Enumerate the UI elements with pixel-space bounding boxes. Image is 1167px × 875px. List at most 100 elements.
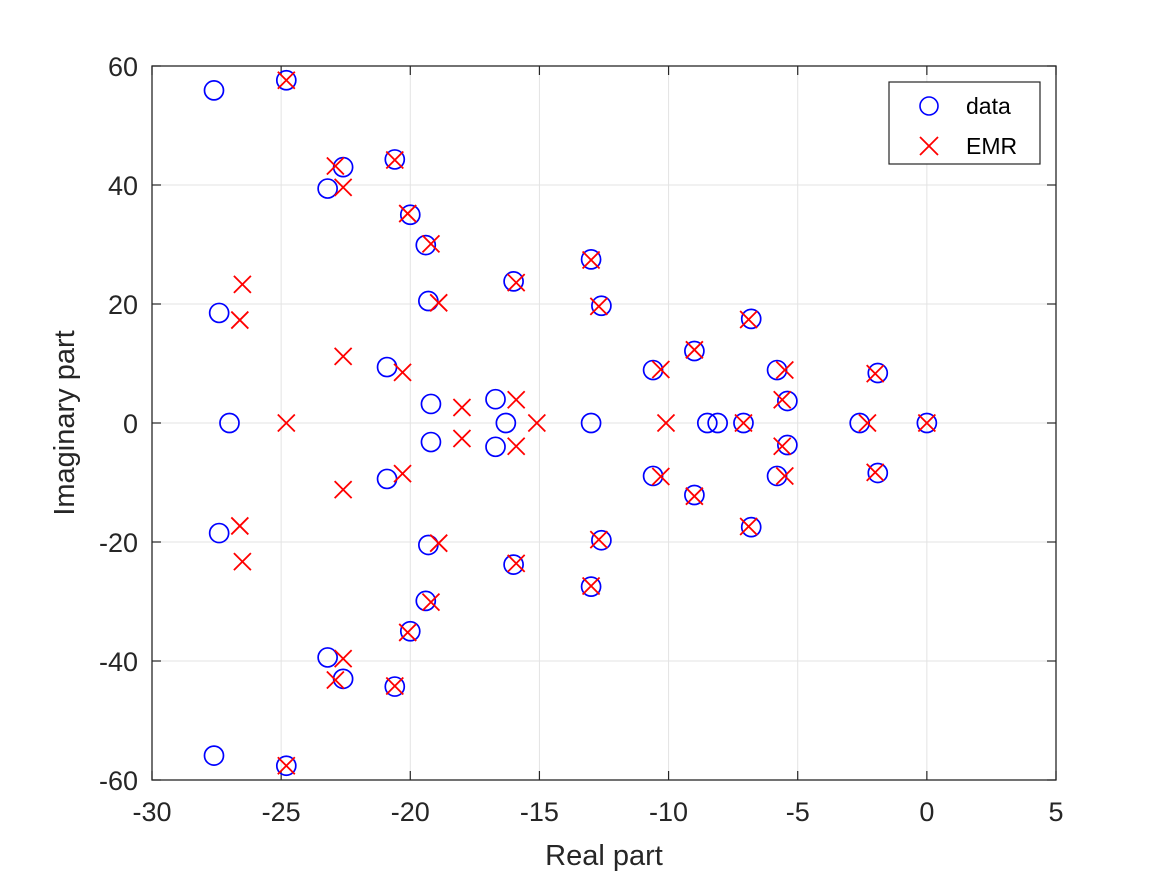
emr-point-cross (773, 390, 792, 409)
emr-point-cross (277, 413, 296, 433)
cross-stroke (507, 273, 526, 292)
emr-point-cross (734, 413, 753, 433)
data-point-circle (503, 271, 524, 292)
y-tick-label: -40 (99, 647, 138, 677)
cross-stroke (507, 554, 526, 573)
x-tick-label: 5 (1048, 797, 1063, 827)
emr-point-cross (917, 413, 936, 433)
data-point-circle (777, 390, 798, 412)
grid-lines (152, 66, 1056, 780)
emr-point-cross (421, 234, 441, 254)
cross-stroke (581, 250, 601, 270)
emr-point-cross (326, 156, 345, 176)
x-tick-label: -30 (132, 797, 171, 827)
cross-stroke (233, 275, 252, 294)
emr-point-cross (452, 398, 472, 417)
emr-point-cross (429, 293, 448, 312)
data-point-circle (733, 412, 754, 434)
emr-point-cross (739, 310, 758, 329)
cross-stroke (734, 413, 753, 433)
emr-point-cross (507, 390, 526, 409)
data-markers (203, 69, 938, 777)
cross-stroke (858, 413, 877, 433)
data-point-circle (384, 149, 406, 170)
data-point-circle (415, 234, 437, 256)
emr-point-cross (398, 204, 417, 223)
emr-point-cross (333, 178, 353, 197)
emr-point-cross (581, 250, 601, 270)
emr-point-cross (507, 437, 526, 456)
series-data (203, 69, 938, 777)
data-point-circle (219, 412, 240, 434)
emr-point-cross (656, 413, 676, 433)
cross-stroke (739, 517, 758, 536)
emr-point-cross (393, 363, 412, 382)
cross-stroke (656, 413, 676, 433)
cross-stroke (398, 204, 417, 223)
emr-point-cross (452, 429, 472, 448)
legend-box (888, 81, 1041, 165)
data-point-circle (740, 308, 762, 330)
cross-stroke (277, 71, 296, 90)
cross-stroke (739, 310, 758, 329)
x-tick-label: -25 (262, 797, 301, 827)
cross-stroke (651, 360, 670, 379)
data-point-circle (591, 529, 612, 551)
emr-point-cross (277, 756, 296, 775)
cross-stroke (333, 178, 353, 197)
emr-point-cross (773, 437, 792, 456)
data-point-circle (495, 412, 517, 434)
emr-point-cross (507, 273, 526, 292)
emr-point-cross (233, 552, 252, 571)
data-point-circle (203, 80, 225, 101)
cross-stroke (685, 487, 704, 506)
cross-stroke (452, 398, 472, 417)
data-point-circle (208, 522, 230, 544)
series-emr (230, 71, 936, 775)
cross-stroke (393, 363, 412, 382)
data-point-circle (740, 516, 762, 538)
cross-stroke (429, 293, 448, 312)
x-tick-label: -10 (649, 797, 688, 827)
cross-stroke (421, 234, 441, 254)
emr-point-cross (230, 310, 249, 330)
data-point-circle (317, 178, 338, 199)
data-point-circle (867, 362, 889, 384)
data-point-circle (916, 412, 938, 434)
cross-stroke (866, 364, 885, 383)
emr-point-cross (385, 676, 404, 696)
y-axis-label: Imaginary part (49, 330, 81, 515)
y-tick-label: 0 (123, 409, 138, 439)
x-tick-label: 0 (919, 797, 934, 827)
emr-point-cross (333, 649, 353, 668)
cross-stroke (326, 156, 345, 176)
emr-point-cross (398, 623, 417, 642)
cross-stroke (773, 390, 792, 409)
emr-point-cross (421, 592, 441, 612)
cross-stroke (581, 576, 601, 596)
emr-point-cross (651, 360, 670, 379)
data-point-circle (591, 295, 612, 317)
x-tick-label: -20 (391, 797, 430, 827)
data-point-circle (420, 393, 442, 415)
cross-stroke (277, 413, 296, 433)
data-point-circle (684, 340, 705, 362)
data-point-circle (867, 462, 889, 484)
data-point-circle (696, 412, 718, 434)
cross-stroke (775, 360, 794, 380)
legend: data EMR (888, 81, 1041, 165)
cross-stroke (385, 676, 404, 696)
data-point-circle (275, 755, 297, 777)
x-axis-label: Real part (545, 840, 663, 872)
emr-point-cross (581, 576, 601, 596)
emr-point-cross (589, 530, 608, 549)
cross-stroke (589, 530, 608, 549)
x-tick-label: -15 (520, 797, 559, 827)
cross-stroke (233, 552, 252, 571)
data-point-circle (777, 434, 798, 456)
data-point-circle (317, 647, 338, 668)
cross-stroke (527, 413, 546, 433)
emr-point-cross (866, 364, 885, 383)
data-point-circle (580, 249, 602, 270)
